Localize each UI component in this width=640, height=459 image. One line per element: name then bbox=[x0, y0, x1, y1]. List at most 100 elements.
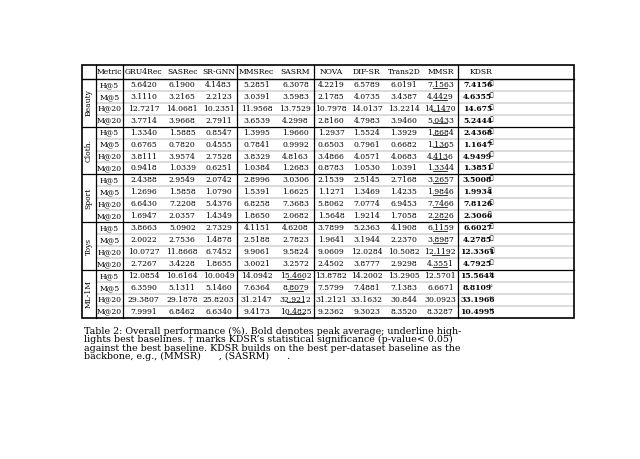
Text: †★: †★ bbox=[488, 259, 494, 265]
Text: 14.0681: 14.0681 bbox=[166, 105, 198, 113]
Text: 3.2657: 3.2657 bbox=[427, 176, 454, 185]
Text: 6.3590: 6.3590 bbox=[130, 284, 157, 292]
Text: 1.5885: 1.5885 bbox=[169, 129, 196, 137]
Text: 1.4349: 1.4349 bbox=[205, 212, 232, 220]
Text: SASRec: SASRec bbox=[167, 68, 198, 76]
Text: H@5: H@5 bbox=[100, 176, 119, 185]
Text: 6.6340: 6.6340 bbox=[205, 308, 232, 316]
Text: 1.4878: 1.4878 bbox=[205, 236, 232, 244]
Text: 6.7452: 6.7452 bbox=[205, 248, 232, 256]
Text: ML-1M: ML-1M bbox=[84, 280, 93, 308]
Text: 5.0902: 5.0902 bbox=[169, 224, 196, 232]
Text: 2.2123: 2.2123 bbox=[205, 93, 232, 101]
Text: 7.0774: 7.0774 bbox=[353, 200, 380, 208]
Text: 5.1460: 5.1460 bbox=[205, 284, 232, 292]
Text: H@20: H@20 bbox=[97, 105, 122, 113]
Text: H@5: H@5 bbox=[100, 129, 119, 137]
Text: 0.6682: 0.6682 bbox=[390, 140, 417, 149]
Text: MMSRec: MMSRec bbox=[239, 68, 275, 76]
Text: 1.1365: 1.1365 bbox=[427, 140, 454, 149]
Text: 1.9934: 1.9934 bbox=[463, 188, 492, 196]
Text: backbone, e.g., (MMSR)      , (SASRM)      .: backbone, e.g., (MMSR) , (SASRM) . bbox=[84, 353, 290, 361]
Text: NOVA: NOVA bbox=[319, 68, 343, 76]
Text: †◦: †◦ bbox=[488, 283, 494, 288]
Text: 6.1900: 6.1900 bbox=[169, 81, 196, 89]
Text: 10.0727: 10.0727 bbox=[128, 248, 159, 256]
Text: 5.1311: 5.1311 bbox=[169, 284, 196, 292]
Text: 2.0357: 2.0357 bbox=[169, 212, 196, 220]
Text: H@20: H@20 bbox=[97, 248, 122, 256]
Text: 1.1647: 1.1647 bbox=[463, 140, 492, 149]
Text: †★: †★ bbox=[488, 176, 494, 181]
Text: 29.3807: 29.3807 bbox=[127, 296, 159, 304]
Text: 3.5983: 3.5983 bbox=[282, 93, 309, 101]
Text: 1.3469: 1.3469 bbox=[353, 188, 380, 196]
Text: 7.7466: 7.7466 bbox=[427, 200, 454, 208]
Text: 11.8668: 11.8668 bbox=[166, 248, 198, 256]
Text: against the best baseline. KDSR builds on the best per-dataset baseline as the: against the best baseline. KDSR builds o… bbox=[84, 344, 460, 353]
Text: 15.5644: 15.5644 bbox=[460, 272, 495, 280]
Text: 1.3344: 1.3344 bbox=[427, 164, 454, 173]
Text: †★: †★ bbox=[488, 128, 494, 134]
Text: lights best baselines. † marks KDSR’s statistical significance (p-value< 0.05): lights best baselines. † marks KDSR’s st… bbox=[84, 336, 452, 345]
Text: 1.6947: 1.6947 bbox=[130, 212, 157, 220]
Text: 4.6355: 4.6355 bbox=[463, 93, 492, 101]
Text: 9.9061: 9.9061 bbox=[243, 248, 270, 256]
Text: 1.9660: 1.9660 bbox=[282, 129, 309, 137]
Text: 4.9499: 4.9499 bbox=[463, 152, 492, 161]
Text: †★: †★ bbox=[488, 92, 494, 98]
Text: †★: †★ bbox=[488, 200, 494, 205]
Text: 3.2572: 3.2572 bbox=[282, 260, 309, 268]
Text: 1.5858: 1.5858 bbox=[169, 188, 196, 196]
Text: 14.0137: 14.0137 bbox=[351, 105, 383, 113]
Text: 2.1785: 2.1785 bbox=[317, 93, 344, 101]
Text: †★: †★ bbox=[488, 80, 494, 86]
Text: 0.6503: 0.6503 bbox=[317, 140, 344, 149]
Text: 2.8996: 2.8996 bbox=[243, 176, 270, 185]
Text: †★: †★ bbox=[488, 164, 494, 169]
Text: 7.5799: 7.5799 bbox=[317, 284, 344, 292]
Text: 3.0306: 3.0306 bbox=[282, 176, 309, 185]
Text: 2.2370: 2.2370 bbox=[390, 236, 417, 244]
Text: 12.0284: 12.0284 bbox=[351, 248, 383, 256]
Text: 10.4995: 10.4995 bbox=[460, 308, 495, 316]
Text: 0.9992: 0.9992 bbox=[282, 140, 309, 149]
Text: 2.7267: 2.7267 bbox=[130, 260, 157, 268]
Text: 9.4173: 9.4173 bbox=[243, 308, 270, 316]
Text: Cloth.: Cloth. bbox=[84, 139, 93, 162]
Text: 5.2851: 5.2851 bbox=[243, 81, 270, 89]
Text: 3.8777: 3.8777 bbox=[353, 260, 380, 268]
Text: 9.2362: 9.2362 bbox=[317, 308, 344, 316]
Text: 3.4866: 3.4866 bbox=[317, 152, 344, 161]
Text: MMSR: MMSR bbox=[427, 68, 454, 76]
Text: 30.0923: 30.0923 bbox=[424, 296, 456, 304]
Text: ★: ★ bbox=[488, 212, 492, 217]
Text: 0.4555: 0.4555 bbox=[205, 140, 232, 149]
Text: H@20: H@20 bbox=[97, 296, 122, 304]
Text: M@20: M@20 bbox=[97, 308, 122, 316]
Text: 7.9991: 7.9991 bbox=[130, 308, 157, 316]
Text: 2.3066: 2.3066 bbox=[463, 212, 492, 220]
Text: 12.1192: 12.1192 bbox=[424, 248, 456, 256]
Text: 4.2219: 4.2219 bbox=[317, 81, 344, 89]
Text: 3.8663: 3.8663 bbox=[130, 224, 157, 232]
Text: †★: †★ bbox=[488, 104, 494, 110]
Text: †★: †★ bbox=[488, 235, 494, 241]
Text: 6.6430: 6.6430 bbox=[130, 200, 157, 208]
Text: 2.4502: 2.4502 bbox=[317, 260, 344, 268]
Text: 31.2147: 31.2147 bbox=[241, 296, 273, 304]
Text: 13.2214: 13.2214 bbox=[388, 105, 420, 113]
Text: Trans2D: Trans2D bbox=[387, 68, 420, 76]
Text: Toys: Toys bbox=[84, 237, 93, 255]
Text: 1.3851: 1.3851 bbox=[463, 164, 492, 173]
Text: 4.1483: 4.1483 bbox=[205, 81, 232, 89]
Text: 3.8111: 3.8111 bbox=[130, 152, 157, 161]
Text: 4.8163: 4.8163 bbox=[282, 152, 309, 161]
Text: Table 2: Overall performance (%). Bold denotes peak average; underline high-: Table 2: Overall performance (%). Bold d… bbox=[84, 327, 461, 336]
Text: 2.7536: 2.7536 bbox=[169, 236, 196, 244]
Text: 33.1966: 33.1966 bbox=[460, 296, 495, 304]
Text: 33.1632: 33.1632 bbox=[351, 296, 383, 304]
Text: 0.9418: 0.9418 bbox=[130, 164, 157, 173]
Text: M@5: M@5 bbox=[99, 188, 120, 196]
Text: 1.5648: 1.5648 bbox=[317, 212, 344, 220]
